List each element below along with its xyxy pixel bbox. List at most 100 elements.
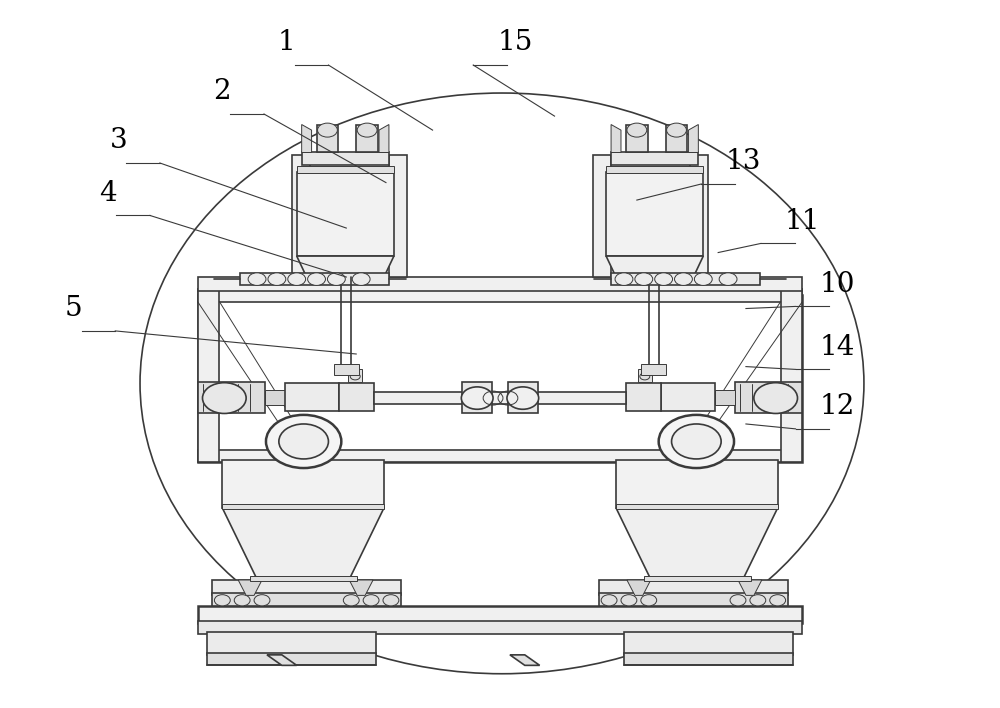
Bar <box>616 460 778 508</box>
Bar <box>661 384 715 411</box>
Circle shape <box>659 415 734 468</box>
Circle shape <box>635 273 653 285</box>
Polygon shape <box>222 508 384 579</box>
Bar <box>781 289 802 462</box>
Polygon shape <box>611 125 621 152</box>
Circle shape <box>641 595 657 606</box>
Bar <box>611 273 760 285</box>
Bar <box>638 370 652 382</box>
Bar <box>297 172 394 256</box>
Polygon shape <box>688 125 698 152</box>
Circle shape <box>279 424 328 459</box>
Text: 14: 14 <box>819 333 855 360</box>
Bar <box>715 389 735 405</box>
Bar <box>599 593 788 606</box>
Polygon shape <box>738 580 762 595</box>
Circle shape <box>343 595 359 606</box>
Polygon shape <box>606 256 703 277</box>
Text: 1: 1 <box>278 29 296 56</box>
Circle shape <box>675 273 692 285</box>
Bar <box>624 653 793 666</box>
Bar <box>666 125 687 152</box>
Bar <box>644 576 751 581</box>
Bar <box>198 450 802 462</box>
Bar <box>508 382 538 413</box>
Bar <box>198 295 802 462</box>
Bar <box>240 273 389 285</box>
Polygon shape <box>379 125 389 152</box>
Circle shape <box>770 595 786 606</box>
Circle shape <box>308 273 325 285</box>
Circle shape <box>202 383 246 413</box>
Polygon shape <box>616 508 778 579</box>
Circle shape <box>318 123 337 137</box>
Text: 5: 5 <box>65 295 82 322</box>
Bar <box>207 632 376 655</box>
Bar <box>198 622 802 634</box>
Polygon shape <box>267 655 297 666</box>
Circle shape <box>234 595 250 606</box>
Circle shape <box>507 387 539 409</box>
Circle shape <box>719 273 737 285</box>
Circle shape <box>754 383 798 413</box>
Bar <box>462 382 492 413</box>
Circle shape <box>694 273 712 285</box>
Text: 4: 4 <box>99 180 117 207</box>
Bar <box>626 125 648 152</box>
Text: 2: 2 <box>214 78 231 105</box>
Bar <box>599 580 788 595</box>
Circle shape <box>672 424 721 459</box>
Text: 13: 13 <box>725 148 761 175</box>
Bar <box>682 445 710 462</box>
Circle shape <box>601 595 617 606</box>
Circle shape <box>214 595 230 606</box>
Bar <box>265 389 285 405</box>
Circle shape <box>248 273 266 285</box>
Text: 12: 12 <box>819 393 855 420</box>
Bar <box>606 172 703 256</box>
Circle shape <box>627 123 647 137</box>
Circle shape <box>655 273 673 285</box>
Bar <box>317 125 338 152</box>
Bar <box>616 503 778 509</box>
Polygon shape <box>302 125 312 152</box>
Bar <box>212 580 401 595</box>
Bar <box>198 382 265 413</box>
Bar <box>735 382 802 413</box>
Bar <box>626 384 661 411</box>
Bar <box>198 277 802 291</box>
Bar <box>250 576 357 581</box>
Polygon shape <box>627 580 651 595</box>
Circle shape <box>357 123 377 137</box>
Text: 10: 10 <box>819 270 855 297</box>
Bar <box>222 503 384 509</box>
Bar <box>222 460 384 508</box>
Bar <box>606 166 703 173</box>
Bar <box>339 384 374 411</box>
Circle shape <box>268 273 286 285</box>
Text: 15: 15 <box>497 29 533 56</box>
Polygon shape <box>297 256 394 277</box>
Bar <box>593 154 611 277</box>
Bar <box>297 166 394 173</box>
Polygon shape <box>510 655 540 666</box>
Bar <box>389 154 407 277</box>
Bar <box>611 152 698 165</box>
Polygon shape <box>238 580 262 595</box>
Bar <box>690 154 708 277</box>
Bar <box>290 445 318 462</box>
Circle shape <box>383 595 399 606</box>
Text: 11: 11 <box>785 207 820 234</box>
Circle shape <box>750 595 766 606</box>
Bar <box>292 154 310 277</box>
Bar <box>641 365 666 375</box>
Bar <box>198 289 219 462</box>
Bar <box>207 653 376 666</box>
Bar <box>285 384 339 411</box>
Circle shape <box>363 595 379 606</box>
Circle shape <box>461 387 493 409</box>
Circle shape <box>266 415 341 468</box>
Circle shape <box>254 595 270 606</box>
Bar <box>334 365 359 375</box>
Bar <box>302 152 389 165</box>
